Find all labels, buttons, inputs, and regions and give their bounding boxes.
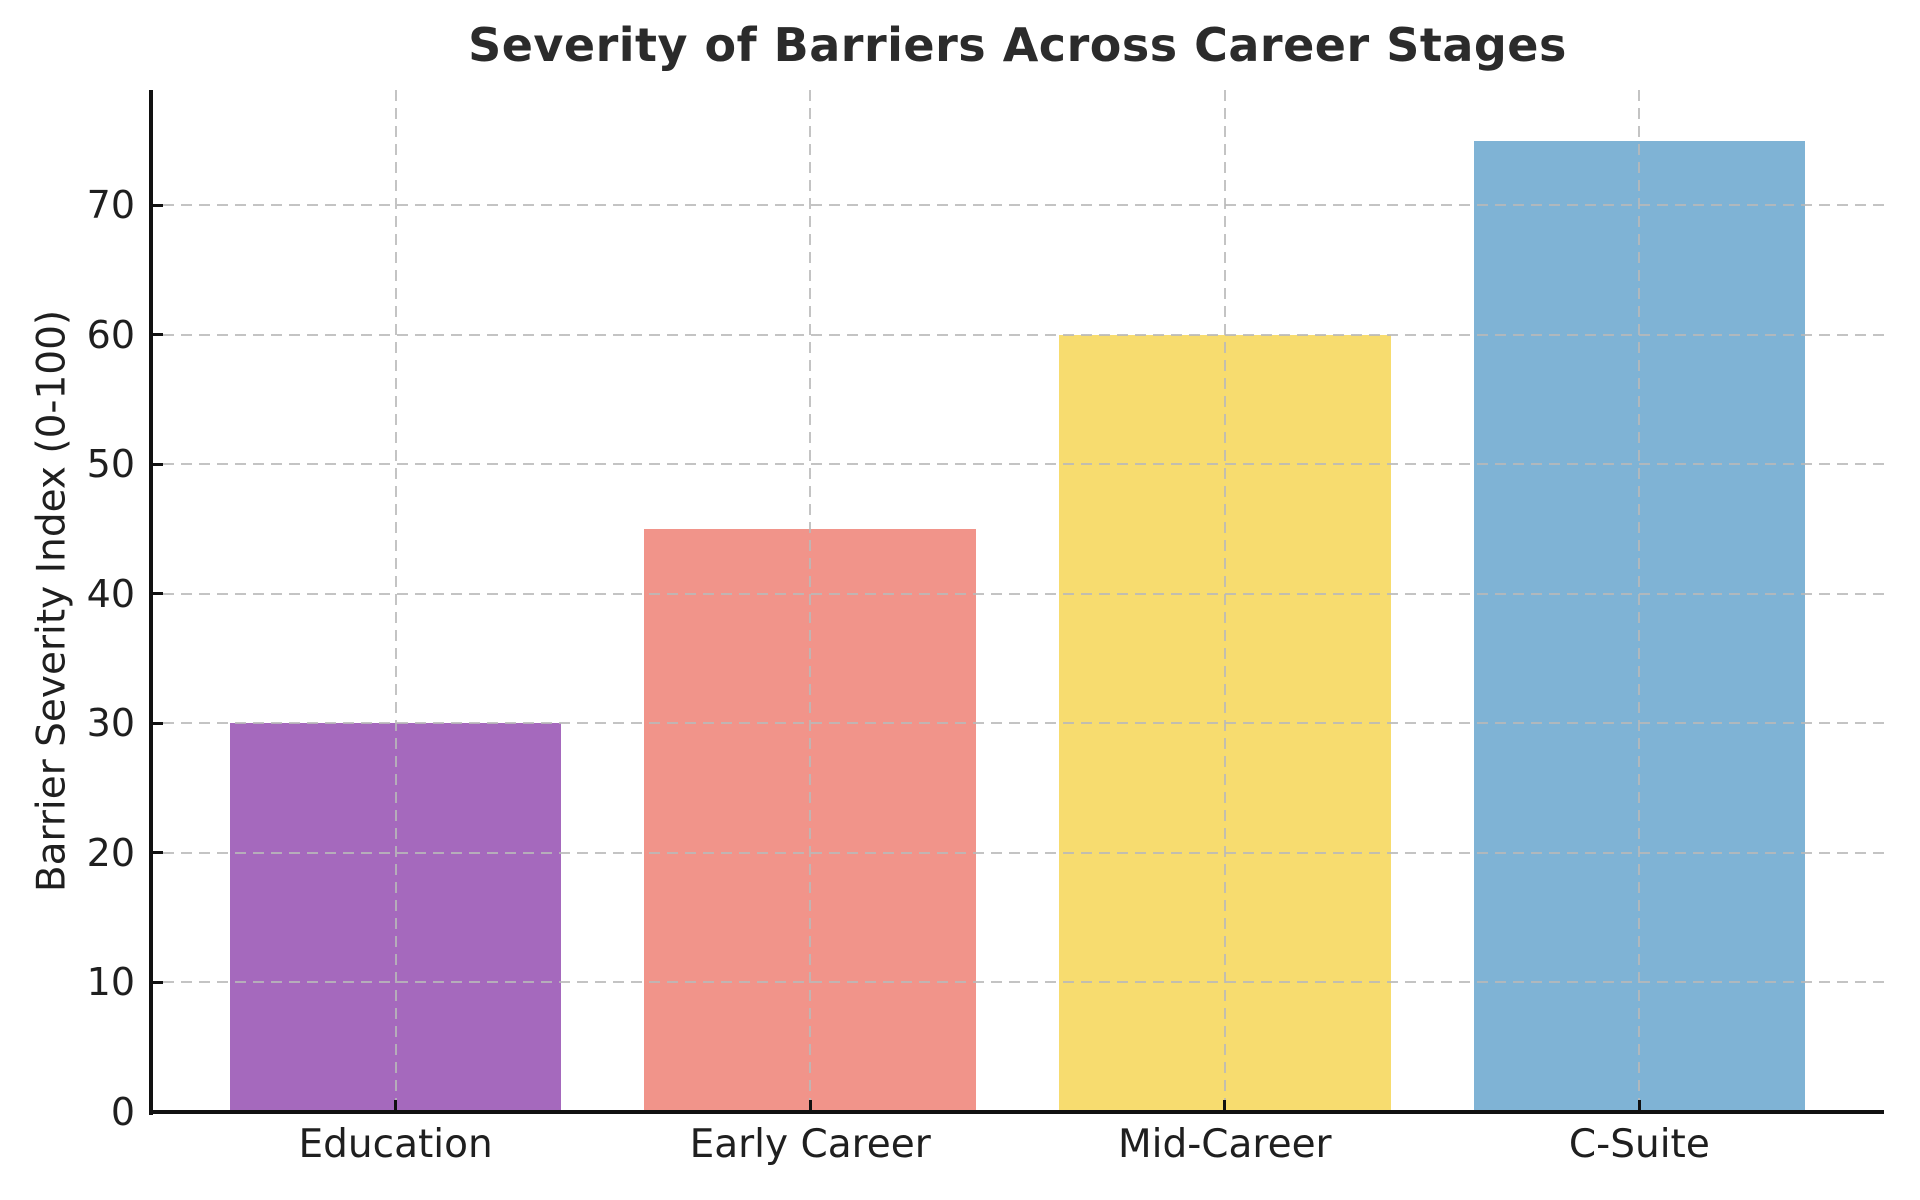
gridline-y-20: [163, 851, 1884, 854]
gridline-x-3: [1223, 90, 1226, 1112]
y-tick-60: [151, 333, 163, 337]
gridline-y-10: [163, 981, 1884, 984]
y-tick-50: [151, 462, 163, 466]
x-tick-4: [1637, 1100, 1641, 1112]
y-tick-label-40: 40: [86, 571, 135, 616]
y-tick-label-70: 70: [86, 183, 135, 228]
plot-area: [151, 90, 1884, 1114]
x-tick-label-early-career: Early Career: [689, 1122, 931, 1167]
x-tick-3: [1223, 1100, 1227, 1112]
y-axis-spine: [149, 90, 153, 1115]
y-tick-40: [151, 592, 163, 596]
chart-title: Severity of Barriers Across Career Stage…: [468, 18, 1567, 72]
y-tick-70: [151, 203, 163, 207]
x-axis-spine: [149, 1110, 1884, 1114]
y-tick-label-60: 60: [86, 312, 135, 357]
y-tick-20: [151, 851, 163, 855]
y-tick-label-10: 10: [86, 960, 135, 1005]
gridline-x-2: [809, 90, 812, 1112]
x-tick-label-c-suite: C-Suite: [1568, 1122, 1710, 1167]
y-tick-10: [151, 980, 163, 984]
gridline-x-1: [394, 90, 397, 1112]
y-tick-30: [151, 721, 163, 725]
gridline-y-60: [163, 333, 1884, 336]
gridline-y-70: [163, 204, 1884, 207]
gridline-y-30: [163, 722, 1884, 725]
x-tick-1: [394, 1100, 398, 1112]
gridline-y-50: [163, 463, 1884, 466]
y-tick-label-20: 20: [86, 830, 135, 875]
y-tick-label-50: 50: [86, 442, 135, 487]
gridline-x-4: [1638, 90, 1641, 1112]
x-tick-2: [808, 1100, 812, 1112]
y-tick-label-0: 0: [110, 1090, 135, 1134]
x-tick-label-education: Education: [298, 1122, 493, 1167]
gridline-y-40: [163, 592, 1884, 595]
y-tick-label-30: 30: [86, 701, 135, 746]
x-tick-label-mid-career: Mid-Career: [1117, 1122, 1332, 1167]
